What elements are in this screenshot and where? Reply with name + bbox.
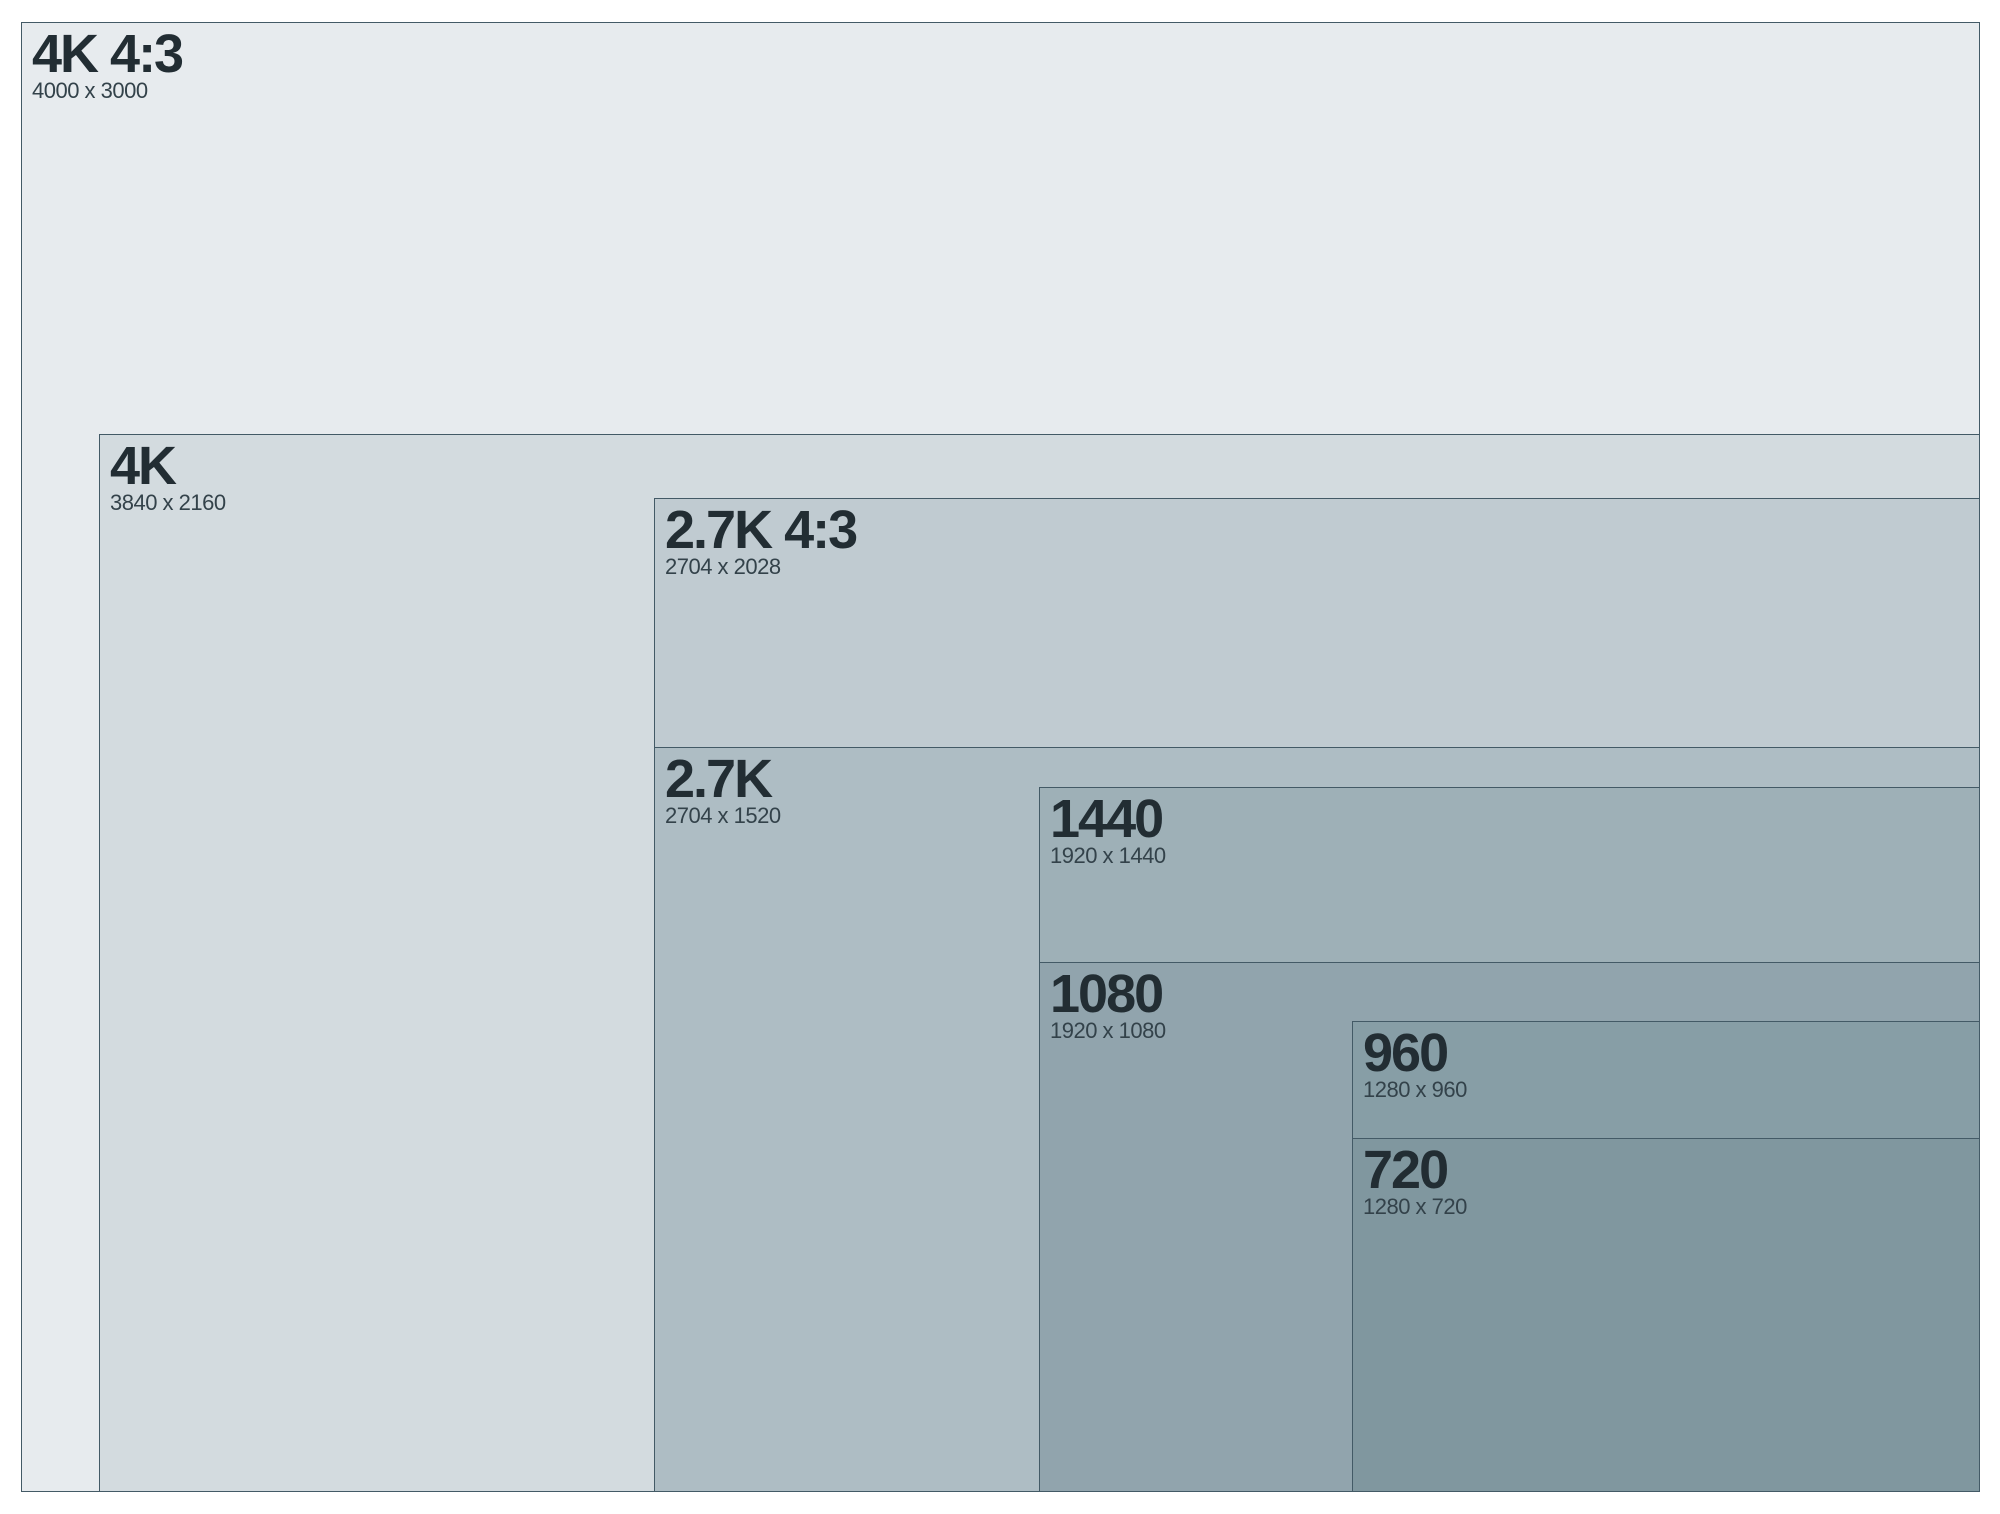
frame-title-4k-4x3: 4K 4:3 [32, 24, 184, 84]
frame-960: 960 1280 x 960 [1352, 1021, 1980, 1140]
frame-dims-720: 1280 x 720 [1363, 1194, 1467, 1219]
frame-title-4k: 4K [110, 436, 177, 496]
frame-title-2-7k: 2.7K [665, 749, 773, 809]
frame-720: 720 1280 x 720 [1352, 1138, 1980, 1492]
frame-dims-2-7k: 2704 x 1520 [665, 803, 781, 828]
frame-title-960: 960 [1363, 1023, 1449, 1083]
frame-title-2-7k-4x3: 2.7K 4:3 [665, 500, 858, 560]
frame-dims-4k: 3840 x 2160 [110, 490, 226, 515]
frame-title-720: 720 [1363, 1140, 1449, 1200]
frame-dims-2-7k-4x3: 2704 x 2028 [665, 554, 781, 579]
frame-1440: 1440 1920 x 1440 [1039, 787, 1980, 964]
frame-title-1440: 1440 [1050, 789, 1164, 849]
frame-dims-4k-4x3: 4000 x 3000 [32, 78, 148, 103]
frame-dims-1440: 1920 x 1440 [1050, 843, 1166, 868]
frame-title-1080: 1080 [1050, 964, 1164, 1024]
frame-dims-960: 1280 x 960 [1363, 1077, 1467, 1102]
frame-dims-1080: 1920 x 1080 [1050, 1018, 1166, 1043]
frame-2-7k-4x3: 2.7K 4:3 2704 x 2028 [654, 498, 1980, 748]
